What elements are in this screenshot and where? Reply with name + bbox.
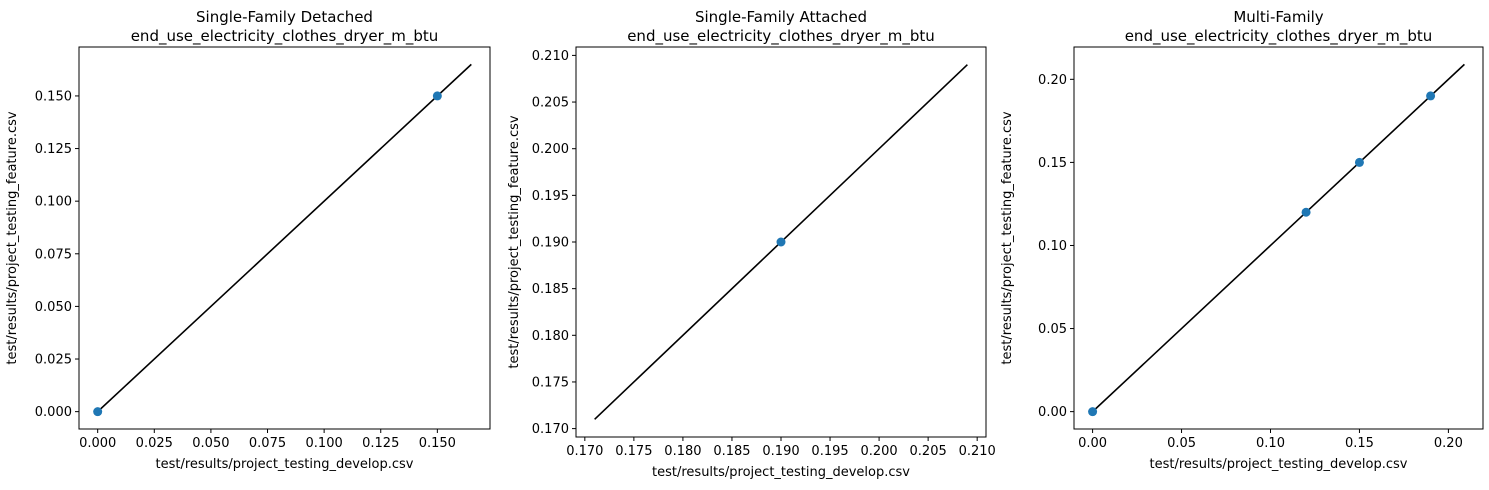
y-tick-label: 0.100 [35, 195, 72, 210]
data-point [93, 407, 103, 417]
data-point [1088, 407, 1098, 417]
chart-title-line-1: Single-Family Attached [695, 8, 867, 26]
y-tick-label: 0.075 [35, 247, 72, 262]
x-tick-label: 0.050 [192, 436, 229, 451]
y-tick-label: 0.175 [532, 375, 569, 390]
x-axis-label: test/results/project_testing_develop.csv [1150, 457, 1408, 472]
x-axis-label: test/results/project_testing_develop.csv [156, 457, 414, 472]
y-axis-label: test/results/project_testing_feature.csv [5, 111, 20, 364]
subplot-1: Single-Family Detachedend_use_electricit… [5, 8, 491, 472]
x-tick-label: 0.150 [419, 436, 456, 451]
y-tick-label: 0.05 [1038, 322, 1067, 337]
plot-frame [1073, 46, 1484, 430]
x-tick-label: 0.125 [362, 436, 399, 451]
x-tick-label: 0.05 [1167, 436, 1196, 451]
x-tick-label: 0.185 [713, 444, 750, 459]
y-tick-label: 0.210 [532, 49, 569, 64]
y-tick-label: 0.195 [532, 189, 569, 204]
y-tick-label: 0.20 [1038, 73, 1067, 88]
y-tick-label: 0.10 [1038, 239, 1067, 254]
chart-title-line-2: end_use_electricity_clothes_dryer_m_btu [627, 27, 935, 46]
x-tick-label: 0.175 [615, 444, 652, 459]
y-tick-label: 0.180 [532, 329, 569, 344]
x-tick-label: 0.190 [762, 444, 799, 459]
x-axis-label: test/results/project_testing_develop.csv [652, 465, 910, 480]
x-tick-label: 0.025 [136, 436, 173, 451]
data-point [1426, 91, 1436, 101]
x-tick-label: 0.20 [1434, 436, 1463, 451]
reference-line [1092, 63, 1465, 413]
reference-line [97, 63, 472, 413]
y-tick-label: 0.205 [532, 96, 569, 111]
x-tick-label: 0.200 [860, 444, 897, 459]
x-tick-label: 0.170 [566, 444, 603, 459]
y-tick-label: 0.00 [1038, 405, 1067, 420]
y-tick-label: 0.000 [35, 405, 72, 420]
chart-title-line-1: Multi-Family [1233, 8, 1323, 26]
x-tick-label: 0.180 [664, 444, 701, 459]
data-point [1354, 157, 1364, 167]
data-point [1301, 207, 1311, 217]
y-tick-label: 0.185 [532, 282, 569, 297]
chart-title-line-2: end_use_electricity_clothes_dryer_m_btu [1125, 27, 1433, 46]
x-tick-label: 0.15 [1345, 436, 1374, 451]
subplot-2: Single-Family Attachedend_use_electricit… [507, 8, 996, 480]
y-tick-label: 0.200 [532, 142, 569, 157]
chart-title-line-2: end_use_electricity_clothes_dryer_m_btu [131, 27, 439, 46]
subplot-3: Multi-Familyend_use_electricity_clothes_… [1000, 8, 1484, 472]
plot-frame [575, 46, 987, 438]
y-tick-label: 0.125 [35, 142, 72, 157]
y-tick-label: 0.050 [35, 300, 72, 315]
plot-frame [78, 46, 491, 430]
x-tick-label: 0.000 [79, 436, 116, 451]
y-axis-label: test/results/project_testing_feature.csv [1000, 111, 1015, 364]
x-tick-label: 0.100 [306, 436, 343, 451]
data-point [776, 237, 786, 247]
x-tick-label: 0.195 [811, 444, 848, 459]
y-tick-label: 0.170 [532, 422, 569, 437]
chart-title-line-1: Single-Family Detached [196, 8, 373, 26]
x-tick-label: 0.00 [1078, 436, 1107, 451]
y-tick-label: 0.15 [1038, 156, 1067, 171]
x-tick-label: 0.075 [249, 436, 286, 451]
data-point [432, 91, 442, 101]
y-tick-label: 0.190 [532, 236, 569, 251]
y-axis-label: test/results/project_testing_feature.csv [507, 115, 522, 368]
y-tick-label: 0.025 [35, 353, 72, 368]
x-tick-label: 0.205 [910, 444, 947, 459]
x-tick-label: 0.10 [1256, 436, 1285, 451]
x-tick-label: 0.210 [959, 444, 996, 459]
y-tick-label: 0.150 [35, 89, 72, 104]
